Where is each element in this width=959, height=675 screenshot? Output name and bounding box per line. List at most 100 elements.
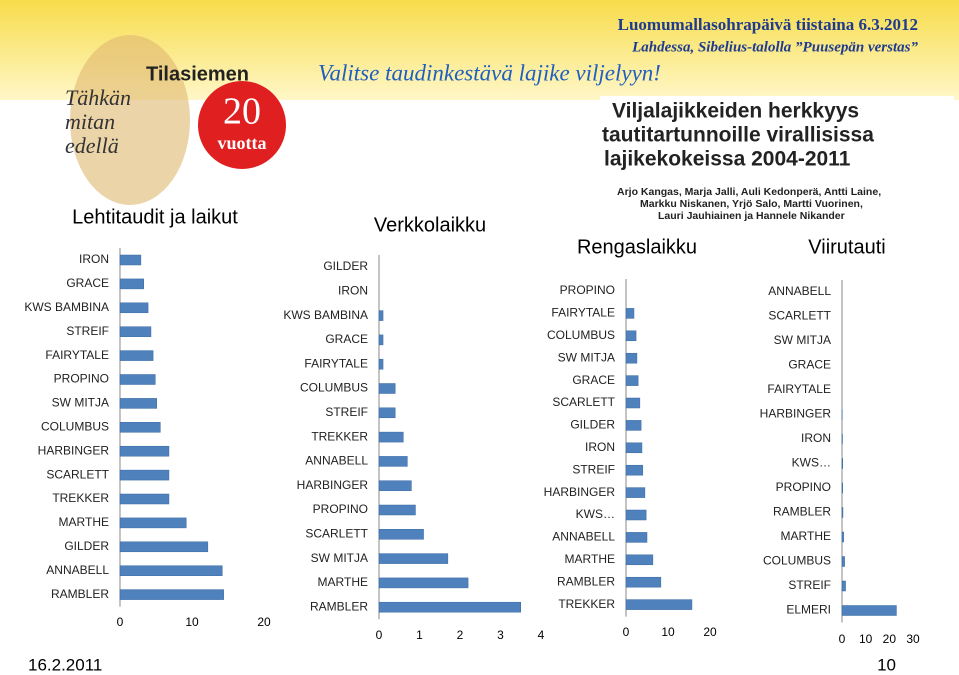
category-label: IRON xyxy=(79,252,109,266)
category-label: RAMBLER xyxy=(557,574,615,588)
bar xyxy=(119,278,145,290)
category-label: SW MITJA xyxy=(52,396,109,410)
category-label: IRON xyxy=(801,431,831,445)
slogan: Valitse taudinkestävä lajike viljelyyn! xyxy=(318,60,661,85)
bar xyxy=(625,420,642,431)
x-tick-label: 20 xyxy=(703,625,717,639)
chart-title: Lehtitaudit ja laikut xyxy=(72,206,238,228)
logo-brand: Tilasiemen xyxy=(146,63,249,85)
category-label: SW MITJA xyxy=(774,333,831,347)
bar xyxy=(625,464,644,476)
bar xyxy=(625,509,647,521)
category-label: FAIRYTALE xyxy=(45,348,109,362)
category-label: MARTHE xyxy=(565,552,615,566)
chart-title: Rengaslaikku xyxy=(577,236,697,258)
bar xyxy=(378,383,396,394)
category-label: STREIF xyxy=(788,578,831,592)
logo-tagline: mitan xyxy=(65,109,115,134)
bar xyxy=(119,254,142,266)
bar xyxy=(119,302,149,314)
category-label: MARTHE xyxy=(59,515,109,529)
category-label: COLUMBUS xyxy=(763,554,831,568)
bar xyxy=(841,580,846,592)
category-label: PROPINO xyxy=(313,502,368,516)
category-label: GRACE xyxy=(325,332,368,346)
x-tick-label: 10 xyxy=(185,615,199,629)
category-label: MARTHE xyxy=(318,575,368,589)
bar xyxy=(119,350,154,361)
bar xyxy=(378,407,396,419)
x-tick-label: 4 xyxy=(538,628,545,642)
bar xyxy=(378,529,424,540)
category-label: COLUMBUS xyxy=(547,328,615,342)
bar xyxy=(119,517,187,529)
category-label: STREIF xyxy=(325,405,368,419)
bar xyxy=(625,397,641,409)
page-number: 10 xyxy=(877,655,896,674)
wheat-image xyxy=(70,35,190,205)
category-label: HARBINGER xyxy=(297,478,369,492)
bar xyxy=(841,605,897,616)
chart-title: Verkkolaikku xyxy=(374,214,486,236)
chart-title: Viirutauti xyxy=(808,236,885,258)
authors: Arjo Kangas, Marja Jalli, Auli Kedonperä… xyxy=(617,186,881,198)
category-label: PROPINO xyxy=(54,372,109,386)
category-label: COLUMBUS xyxy=(300,381,368,395)
category-label: FAIRYTALE xyxy=(767,382,831,396)
logo-tagline: Tähkän xyxy=(65,85,131,110)
logo-years-label: vuotta xyxy=(218,133,267,153)
category-label: HARBINGER xyxy=(544,485,616,499)
category-label: TREKKER xyxy=(558,597,615,611)
x-tick-label: 2 xyxy=(457,628,464,642)
bar xyxy=(378,553,449,564)
bar xyxy=(119,326,152,337)
bar xyxy=(119,565,223,576)
category-label: SCARLETT xyxy=(305,526,368,540)
bar xyxy=(119,445,170,457)
bar xyxy=(625,554,654,566)
category-label: SW MITJA xyxy=(311,551,368,565)
bar xyxy=(625,487,646,498)
x-tick-label: 0 xyxy=(117,615,124,629)
category-label: KWS BAMBINA xyxy=(24,300,109,314)
bar xyxy=(625,599,693,610)
x-tick-label: 1 xyxy=(416,628,423,642)
x-tick-label: 10 xyxy=(661,625,675,639)
category-label: KWS… xyxy=(792,456,831,470)
bar xyxy=(119,541,209,553)
bar xyxy=(841,507,844,518)
x-tick-label: 20 xyxy=(257,615,271,629)
bar xyxy=(841,556,845,567)
category-label: HARBINGER xyxy=(38,443,110,457)
logo-years: 20 xyxy=(223,91,261,133)
category-label: STREIF xyxy=(66,324,109,338)
category-label: ANNABELL xyxy=(305,454,368,468)
category-label: SCARLETT xyxy=(768,309,831,323)
venue: Lahdessa, Sibelius-talolla ”Puusepän ver… xyxy=(631,39,918,55)
bar xyxy=(625,532,648,543)
bar xyxy=(378,431,404,443)
event: Luomumallasohrapäivä tiistaina 6.3.2012 xyxy=(618,15,918,34)
category-label: ANNABELL xyxy=(46,563,109,577)
category-label: ANNABELL xyxy=(768,284,831,298)
x-tick-label: 30 xyxy=(906,632,920,646)
category-label: SCARLETT xyxy=(552,395,615,409)
bar xyxy=(625,576,662,588)
category-label: FAIRYTALE xyxy=(304,356,368,370)
category-label: PROPINO xyxy=(560,283,615,297)
bar xyxy=(378,504,416,516)
category-label: KWS… xyxy=(576,507,615,521)
study-box xyxy=(600,96,954,221)
bar xyxy=(841,482,843,494)
category-label: KWS BAMBINA xyxy=(283,308,368,322)
x-tick-label: 10 xyxy=(859,632,873,646)
category-label: MARTHE xyxy=(781,529,831,543)
bar xyxy=(119,589,224,600)
bar xyxy=(119,469,170,481)
category-label: IRON xyxy=(338,283,368,297)
category-label: GRACE xyxy=(572,373,615,387)
category-label: SCARLETT xyxy=(46,467,109,481)
category-label: COLUMBUS xyxy=(41,419,109,433)
authors: Markku Niskanen, Yrjö Salo, Martti Vuori… xyxy=(640,198,863,210)
